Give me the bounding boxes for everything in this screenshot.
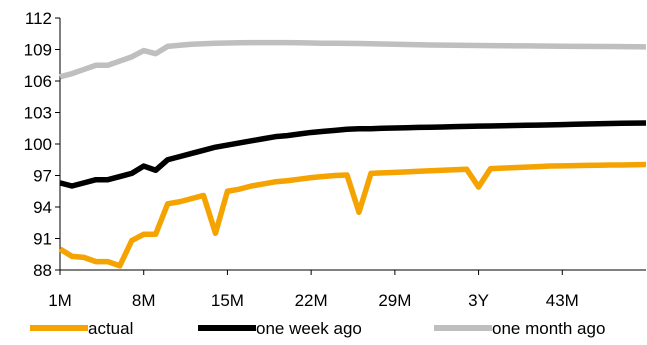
legend-label-one-month-ago: one month ago bbox=[492, 319, 605, 338]
x-tick-label: 15M bbox=[211, 291, 244, 310]
x-tick-label: 8M bbox=[132, 291, 156, 310]
y-tick-label: 88 bbox=[33, 261, 52, 280]
x-tick-label: 1M bbox=[48, 291, 72, 310]
x-tick-label: 43M bbox=[546, 291, 579, 310]
legend-label-one-week-ago: one week ago bbox=[256, 319, 362, 338]
series-line-actual bbox=[58, 161, 647, 269]
y-tick-label: 103 bbox=[24, 104, 52, 123]
y-tick-label: 109 bbox=[24, 41, 52, 60]
chart-legend: actual one week ago one month ago bbox=[30, 319, 605, 338]
legend-label-actual: actual bbox=[88, 319, 133, 338]
y-tick-label: 106 bbox=[24, 72, 52, 91]
x-tick-label: 3Y bbox=[468, 291, 489, 310]
y-tick-label: 94 bbox=[33, 198, 52, 217]
chart-series-lines bbox=[58, 39, 647, 269]
series-line-one-week-ago bbox=[59, 120, 647, 189]
series-line-one-month-ago bbox=[59, 39, 647, 80]
x-tick-label: 22M bbox=[295, 291, 328, 310]
y-tick-label: 112 bbox=[25, 9, 52, 28]
y-tick-label: 91 bbox=[33, 230, 52, 249]
y-tick-label: 100 bbox=[24, 135, 52, 154]
y-tick-label: 97 bbox=[33, 167, 52, 186]
x-tick-label: 29M bbox=[378, 291, 411, 310]
chart-axes: 88 91 94 97 100 103 106 109 112 1M 8M 15M 22M 29M 3Y 43… bbox=[24, 9, 646, 310]
